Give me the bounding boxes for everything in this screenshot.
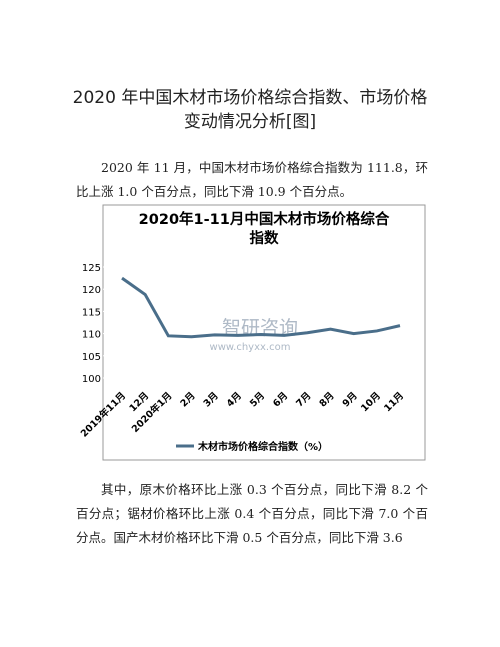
y-tick-label: 110 bbox=[82, 330, 101, 341]
chart-title-line: 指数 bbox=[250, 229, 279, 247]
doc-title: 2020 年中国木材市场价格综合指数、市场价格变动情况分析[图] bbox=[72, 88, 428, 132]
chart-title: 2020年1-11月中国木材市场价格综合指数 bbox=[139, 210, 390, 247]
chart: 2020年1-11月中国木材市场价格综合指数 智研咨询 www.chyxx.co… bbox=[78, 204, 426, 461]
chart-title-line: 2020年1-11月中国木材市场价格综合 bbox=[139, 210, 390, 228]
y-tick-label: 105 bbox=[82, 352, 101, 363]
legend-label: 木材市场价格综合指数（%） bbox=[197, 440, 328, 453]
paragraph: 2020 年 11 月，中国木材市场价格综合指数为 111.8，环比上涨 1.0… bbox=[76, 160, 428, 199]
y-tick-label: 125 bbox=[82, 263, 101, 274]
y-tick-label: 100 bbox=[82, 374, 101, 385]
series-line bbox=[121, 276, 401, 339]
watermark-url: www.chyxx.com bbox=[210, 342, 291, 353]
paragraph: 其中，原木价格环比上涨 0.3 个百分点，同比下滑 8.2 个百分点；锯材价格环… bbox=[76, 482, 428, 545]
y-tick-label: 115 bbox=[82, 307, 101, 318]
y-tick-label: 120 bbox=[82, 285, 101, 296]
watermark-brand: 智研咨询 bbox=[222, 317, 298, 339]
